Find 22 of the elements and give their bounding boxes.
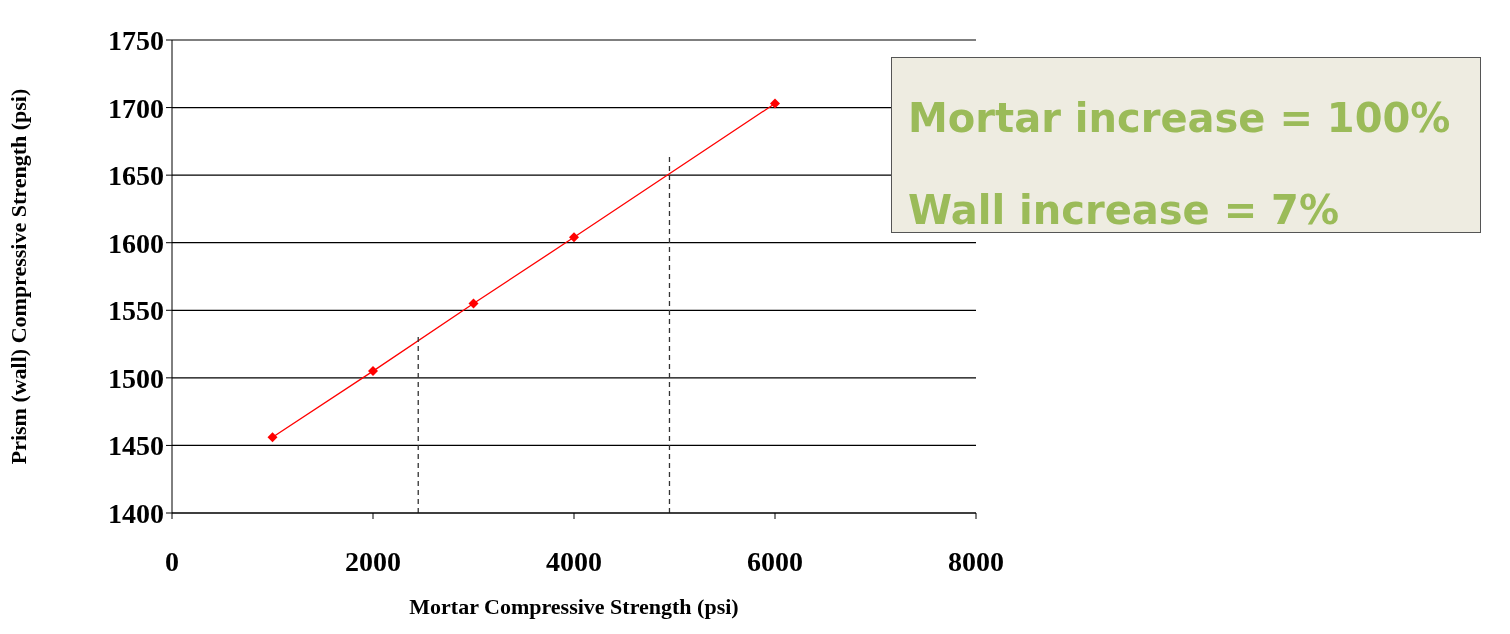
annotation: Mortar increase = 100% [908,94,1452,143]
y-tick-label: 1650 [108,160,164,192]
x-tick-label: 0 [165,545,179,577]
point [267,432,278,443]
y-tick-label: 1700 [108,92,164,124]
point [368,366,378,377]
annotation: Wall increase = 7% [908,186,1340,235]
x-axis-title: Mortar Compressive Strength (psi) [409,594,739,619]
y-tick-label: 1500 [108,362,164,394]
y-tick-label: 1750 [108,24,164,56]
x-tick-label: 8000 [948,545,1004,577]
point [770,98,780,109]
y-axis-title: Prism (wall) Compressive Strength (psi) [5,88,31,465]
x-tick-label: 4000 [546,545,602,577]
point [468,298,479,309]
x-tick-label: 2000 [345,545,401,577]
y-tick-label: 1600 [108,227,164,259]
y-tick-label: 1400 [108,497,164,529]
y-tick-label: 1550 [108,295,164,327]
x-tick-label: 6000 [747,545,803,577]
y-tick-label: 1450 [108,430,164,462]
point [569,232,579,243]
